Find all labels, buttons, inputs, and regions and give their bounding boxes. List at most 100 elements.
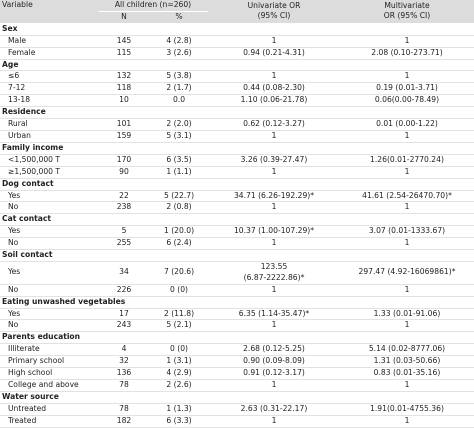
cell: 170 xyxy=(98,154,150,167)
cell: 1 xyxy=(208,379,340,392)
row-label: Yes xyxy=(0,308,98,321)
data-row: Yes 17 2 (11.8) 6.35 (1.14-35.47)* 1.33 (0.0… xyxy=(0,308,474,321)
cell: 1 xyxy=(208,166,340,179)
cell: 1 xyxy=(340,319,474,333)
cell: 1 (1.3) xyxy=(150,403,208,416)
section-label: Dog contact xyxy=(0,178,474,191)
cell: 1 xyxy=(340,379,474,392)
cell: 1 xyxy=(340,166,474,179)
cell: 1.31 (0.03-50.66) xyxy=(340,355,474,369)
row-label: High school xyxy=(0,367,98,380)
header-cell: Multivariate OR (95% CI) xyxy=(340,0,474,24)
section-row: Cat contact xyxy=(0,213,474,227)
cell: 2.08 (0.10-273.71) xyxy=(340,47,474,60)
cell: 123.55 (6.87-2222.86)* xyxy=(208,261,340,285)
data-row: Rural 101 2 (2.0) 0.62 (0.12-3.27) 0.01 (0.0… xyxy=(0,118,474,131)
cell: 6 (3.5) xyxy=(150,154,208,167)
cell: 0.90 (0.09-8.09) xyxy=(208,355,340,369)
cell: 0.01 (0.00-1.22) xyxy=(340,118,474,131)
section-row: Parents education xyxy=(0,331,474,345)
row-label: ≤6 xyxy=(0,70,98,84)
cell: 1 xyxy=(208,130,340,143)
cell: 238 xyxy=(98,201,150,215)
cell: 243 xyxy=(98,319,150,333)
cell: 0.06(0.00-78.49) xyxy=(340,94,474,108)
cell: 1 xyxy=(208,237,340,251)
cell: 0.19 (0.01-3.71) xyxy=(340,82,474,96)
cell: 4 (2.9) xyxy=(150,367,208,380)
row-label: 13-18 xyxy=(0,94,98,108)
cell: 4 (2.8) xyxy=(150,35,208,48)
cell: 1.10 (0.06-21.78) xyxy=(208,94,340,108)
data-row: 13-18 10 0.0 1.10 (0.06-21.78) 0.06(0.00-78.… xyxy=(0,94,474,108)
cell: 0.0 xyxy=(150,94,208,108)
data-row: Yes 34 7 (20.6) 123.55 (6.87-2222.86)* 297.4… xyxy=(0,261,474,285)
cell: 41.61 (2.54-26470.70)* xyxy=(340,190,474,203)
cell: 136 xyxy=(98,367,150,380)
cell: 1 xyxy=(208,284,340,297)
data-row: Urban 159 5 (3.1) 1 1 xyxy=(0,130,474,143)
table-header: Variable All children (n=260) Univariate… xyxy=(0,0,474,24)
header-cell: % xyxy=(150,11,208,24)
cell: 78 xyxy=(98,403,150,416)
cell: 132 xyxy=(98,70,150,84)
row-label: Untreated xyxy=(0,403,98,416)
cell: 34 xyxy=(98,261,150,285)
section-row: Residence xyxy=(0,106,474,120)
cell: 5 (3.1) xyxy=(150,130,208,143)
cell: 4 xyxy=(98,343,150,357)
section-label: Sex xyxy=(0,23,474,36)
data-row: No 226 0 (0) 1 1 xyxy=(0,284,474,297)
row-label: Female xyxy=(0,47,98,60)
cell: 6 (3.3) xyxy=(150,415,208,428)
cell: 159 xyxy=(98,130,150,143)
cell: 34.71 (6.26-192.29)* xyxy=(208,190,340,203)
cell: 1 xyxy=(208,70,340,84)
row-label: No xyxy=(0,237,98,251)
section-label: Eating unwashed vegetables xyxy=(0,296,474,309)
row-label: No xyxy=(0,201,98,215)
data-row: ≤6 132 5 (3.8) 1 1 xyxy=(0,70,474,84)
header-row: N % xyxy=(0,11,474,24)
row-label: No xyxy=(0,284,98,297)
cell: 226 xyxy=(98,284,150,297)
row-label: No xyxy=(0,319,98,333)
cell: 17 xyxy=(98,308,150,321)
data-row: Yes 22 5 (22.7) 34.71 (6.26-192.29)* 41.61 (… xyxy=(0,190,474,203)
header-row: Variable All children (n=260) Univariate… xyxy=(0,0,474,24)
cell: 1 xyxy=(340,284,474,297)
cell: 2.68 (0.12-5.25) xyxy=(208,343,340,357)
cell: 1 xyxy=(340,201,474,215)
section-label: Family income xyxy=(0,142,474,155)
cell: 6 (2.4) xyxy=(150,237,208,251)
data-row: No 238 2 (0.8) 1 1 xyxy=(0,201,474,215)
data-row: Untreated 78 1 (1.3) 2.63 (0.31-22.17) 1.91(… xyxy=(0,403,474,416)
data-row: Yes 5 1 (20.0) 10.37 (1.00-107.29)* 3.07 (0.… xyxy=(0,225,474,239)
data-row: No 255 6 (2.4) 1 1 xyxy=(0,237,474,251)
cell: 1.91(0.01-4755.36) xyxy=(340,403,474,416)
cell: 5.14 (0.02-8777.06) xyxy=(340,343,474,357)
cell: 5 xyxy=(98,225,150,239)
cell: 1 xyxy=(340,130,474,143)
cell: 1.26(0.01-2770.24) xyxy=(340,154,474,167)
row-label: Treated xyxy=(0,415,98,428)
row-label: ≥1,500,000 T xyxy=(0,166,98,179)
cell: 3.26 (0.39-27.47) xyxy=(208,154,340,167)
cell: 2.63 (0.31-22.17) xyxy=(208,403,340,416)
cell: 118 xyxy=(98,82,150,96)
section-label: Parents education xyxy=(0,331,474,345)
cell: 5 (3.8) xyxy=(150,70,208,84)
cell: 0.94 (0.21-4.31) xyxy=(208,47,340,60)
table-body: Sex Male 145 4 (2.8) 1 1 Female 115 3 (2.6) 0.94 … xyxy=(0,23,474,428)
header-cell: N xyxy=(98,11,150,24)
section-row: Eating unwashed vegetables xyxy=(0,296,474,309)
row-label: Yes xyxy=(0,261,98,285)
cell: 1 (1.1) xyxy=(150,166,208,179)
cell: 2 (2.0) xyxy=(150,118,208,131)
data-row: ≥1,500,000 T 90 1 (1.1) 1 1 xyxy=(0,166,474,179)
cell: 0.44 (0.08-2.30) xyxy=(208,82,340,96)
row-label: Primary school xyxy=(0,355,98,369)
cell: 145 xyxy=(98,35,150,48)
cell: 1 xyxy=(208,35,340,48)
cell: 101 xyxy=(98,118,150,131)
